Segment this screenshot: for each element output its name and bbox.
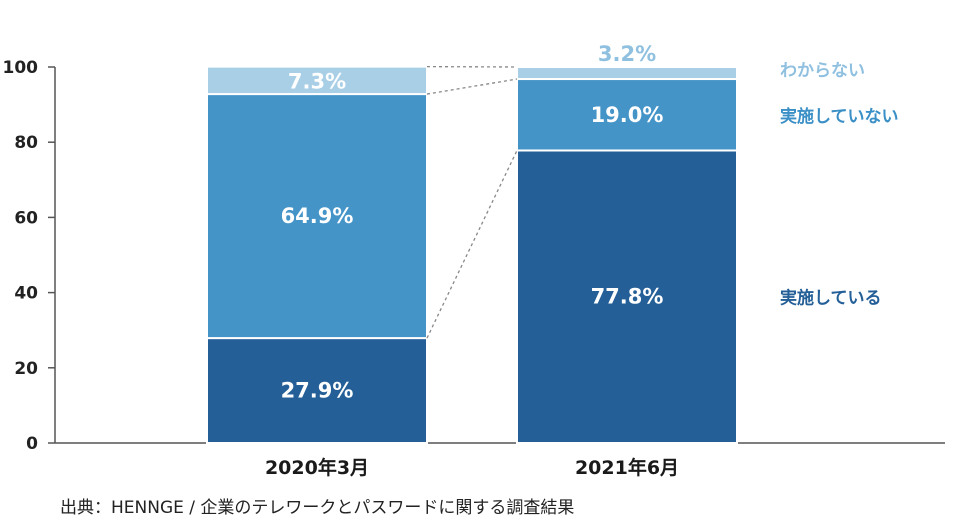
y-tick-label: 100 [3,58,39,78]
legend-label: 実施していない [780,106,899,127]
y-tick-label: 60 [14,208,38,228]
y-tick-label: 20 [14,359,38,379]
y-tick-label: 0 [26,434,38,454]
data-label: 77.8% [591,285,664,309]
legend-label: わからない [780,61,865,81]
data-label: 7.3% [288,69,346,93]
y-tick-label: 40 [14,284,38,304]
bar-segment [206,93,428,340]
data-label: 64.9% [281,204,354,228]
data-label: 19.0% [591,103,664,127]
bar-segment [516,149,738,445]
x-category-label: 2021年6月 [575,456,679,479]
legend-label: 実施している [780,288,882,309]
source-note: 出典：HENNGE / 企業のテレワークとパスワードに関する調査結果 [60,498,575,518]
data-label: 27.9% [281,379,354,403]
bar-segment [516,78,738,152]
y-tick-label: 80 [14,133,38,153]
bar-segment [516,66,738,81]
connector-line [426,150,518,339]
x-category-label: 2020年3月 [265,456,369,479]
data-label: 3.2% [598,42,656,66]
connector-line [426,78,518,95]
bar-segment [206,65,428,96]
bar-segment [206,337,428,445]
